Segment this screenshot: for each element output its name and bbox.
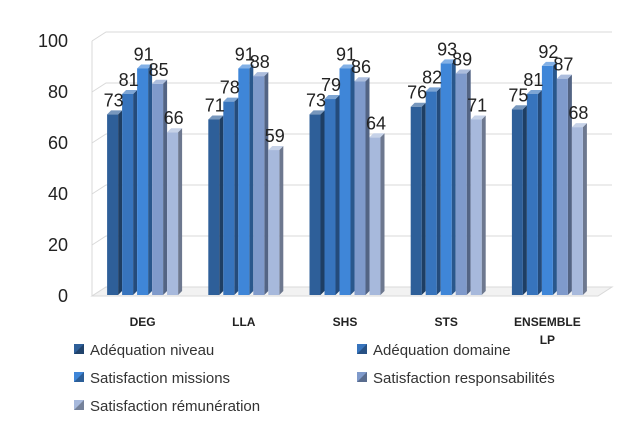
y-tick-label: 40: [48, 184, 68, 204]
data-label: 87: [553, 55, 573, 75]
data-label: 81: [119, 70, 139, 90]
data-label: 66: [164, 108, 184, 128]
gridline: [91, 31, 612, 42]
x-tick-label: LLA: [232, 315, 256, 329]
data-label: 71: [205, 95, 225, 115]
bar: [324, 95, 340, 295]
y-tick-label: 20: [48, 235, 68, 255]
bar: [268, 146, 284, 295]
data-label: 76: [407, 83, 427, 103]
legend-item: Satisfaction responsabilités: [357, 370, 555, 387]
bar: [455, 69, 471, 295]
data-label: 92: [538, 42, 558, 62]
data-label: 82: [422, 67, 442, 87]
bar: [425, 87, 441, 296]
legend: Adéquation niveau Adéquation domaine Satis…: [74, 342, 555, 415]
bar: [339, 64, 355, 295]
data-label: 91: [235, 44, 255, 64]
data-label: 79: [321, 75, 341, 95]
legend-item: Satisfaction missions: [74, 370, 230, 387]
bar: [369, 133, 385, 295]
data-label: 78: [220, 78, 240, 98]
legend-label: Satisfaction rémunération: [90, 398, 260, 415]
y-tick-label: 100: [38, 31, 68, 51]
data-label: 64: [366, 113, 386, 133]
x-tick-label: STS: [435, 315, 458, 329]
bar: [556, 74, 572, 296]
legend-item: Satisfaction rémunération: [74, 398, 260, 415]
y-tick-label: 0: [58, 286, 68, 306]
data-label: 68: [568, 103, 588, 123]
bar: [309, 110, 325, 295]
x-tick-label: ENSEMBLE LP: [514, 315, 581, 347]
legend-item: Adéquation niveau: [74, 342, 214, 359]
bar: [167, 128, 183, 295]
legend-label: Satisfaction responsabilités: [373, 370, 555, 387]
y-tick-label: 80: [48, 82, 68, 102]
bar: [410, 102, 426, 295]
data-label: 89: [452, 50, 472, 70]
data-label: 73: [104, 90, 124, 110]
bar: [107, 110, 123, 295]
bar: [137, 64, 153, 295]
y-axis-ticks: 0 20 40 60 80 100: [38, 31, 68, 306]
bar: [238, 64, 254, 295]
data-label: 88: [250, 52, 270, 72]
bar: [354, 77, 370, 295]
legend-item: Adéquation domaine: [357, 342, 511, 359]
x-tick-label: DEG: [130, 315, 156, 329]
data-label: 93: [437, 39, 457, 59]
bar: [470, 115, 486, 295]
bar: [511, 105, 527, 295]
bar: [541, 61, 557, 296]
bars: [107, 59, 587, 296]
legend-label: Satisfaction missions: [90, 370, 230, 387]
data-label: 91: [336, 44, 356, 64]
legend-label: Adéquation domaine: [373, 342, 511, 359]
bar: [152, 79, 168, 295]
y-tick-label: 60: [48, 133, 68, 153]
bar: [208, 115, 224, 295]
bar: [223, 97, 239, 295]
x-axis-ticks: DEG LLA SHS STS ENSEMBLE LP: [130, 315, 581, 347]
x-tick-label: SHS: [333, 315, 358, 329]
legend-label: Adéquation niveau: [90, 342, 214, 359]
data-labels: 7381918566717891885973799186647682938971…: [104, 39, 589, 146]
bar: [122, 89, 138, 295]
data-label: 81: [523, 70, 543, 90]
data-label: 85: [149, 60, 169, 80]
data-label: 86: [351, 57, 371, 77]
bar: [440, 59, 456, 295]
data-label: 73: [306, 90, 326, 110]
bar: [253, 72, 269, 295]
data-label: 71: [467, 95, 487, 115]
bar: [571, 123, 587, 295]
bar: [526, 89, 542, 295]
data-label: 75: [508, 85, 528, 105]
data-label: 91: [134, 44, 154, 64]
data-label: 59: [265, 126, 285, 146]
